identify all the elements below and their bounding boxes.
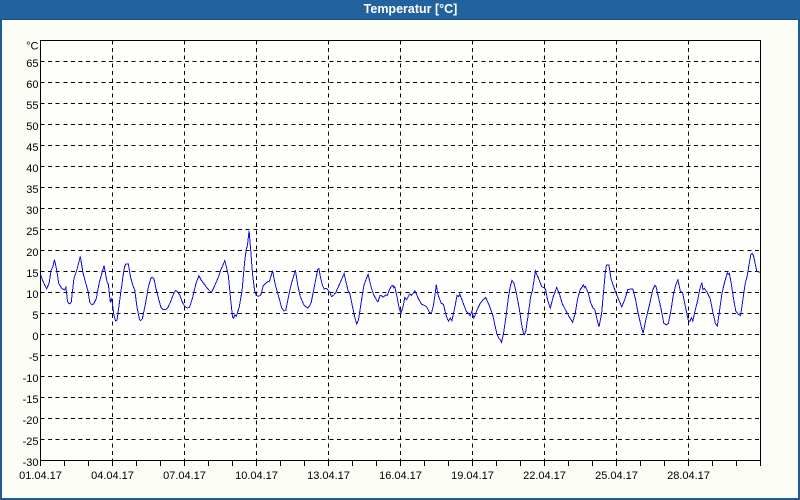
svg-text:65: 65 xyxy=(26,58,38,70)
svg-text:0: 0 xyxy=(32,331,38,343)
svg-text:-30: -30 xyxy=(23,457,39,469)
svg-text:60: 60 xyxy=(26,79,38,91)
svg-text:16.04.17: 16.04.17 xyxy=(379,470,422,482)
svg-text:40: 40 xyxy=(26,163,38,175)
svg-text:-20: -20 xyxy=(23,415,39,427)
svg-text:07.04.17: 07.04.17 xyxy=(163,470,206,482)
svg-text:°C: °C xyxy=(26,41,38,53)
svg-text:-10: -10 xyxy=(23,373,39,385)
svg-text:-25: -25 xyxy=(23,436,39,448)
svg-text:01.04.17: 01.04.17 xyxy=(19,470,62,482)
svg-text:55: 55 xyxy=(26,100,38,112)
svg-text:04.04.17: 04.04.17 xyxy=(91,470,134,482)
svg-text:28.04.17: 28.04.17 xyxy=(667,470,710,482)
svg-text:10: 10 xyxy=(26,289,38,301)
svg-text:30: 30 xyxy=(26,205,38,217)
svg-text:45: 45 xyxy=(26,142,38,154)
svg-text:-5: -5 xyxy=(29,352,39,364)
svg-text:5: 5 xyxy=(32,310,38,322)
svg-text:35: 35 xyxy=(26,184,38,196)
svg-text:13.04.17: 13.04.17 xyxy=(307,470,350,482)
svg-text:-15: -15 xyxy=(23,394,39,406)
svg-text:20: 20 xyxy=(26,247,38,259)
svg-text:25.04.17: 25.04.17 xyxy=(595,470,638,482)
svg-text:22.04.17: 22.04.17 xyxy=(523,470,566,482)
svg-text:15: 15 xyxy=(26,268,38,280)
svg-text:25: 25 xyxy=(26,226,38,238)
svg-text:10.04.17: 10.04.17 xyxy=(235,470,278,482)
svg-text:19.04.17: 19.04.17 xyxy=(451,470,494,482)
svg-text:50: 50 xyxy=(26,121,38,133)
